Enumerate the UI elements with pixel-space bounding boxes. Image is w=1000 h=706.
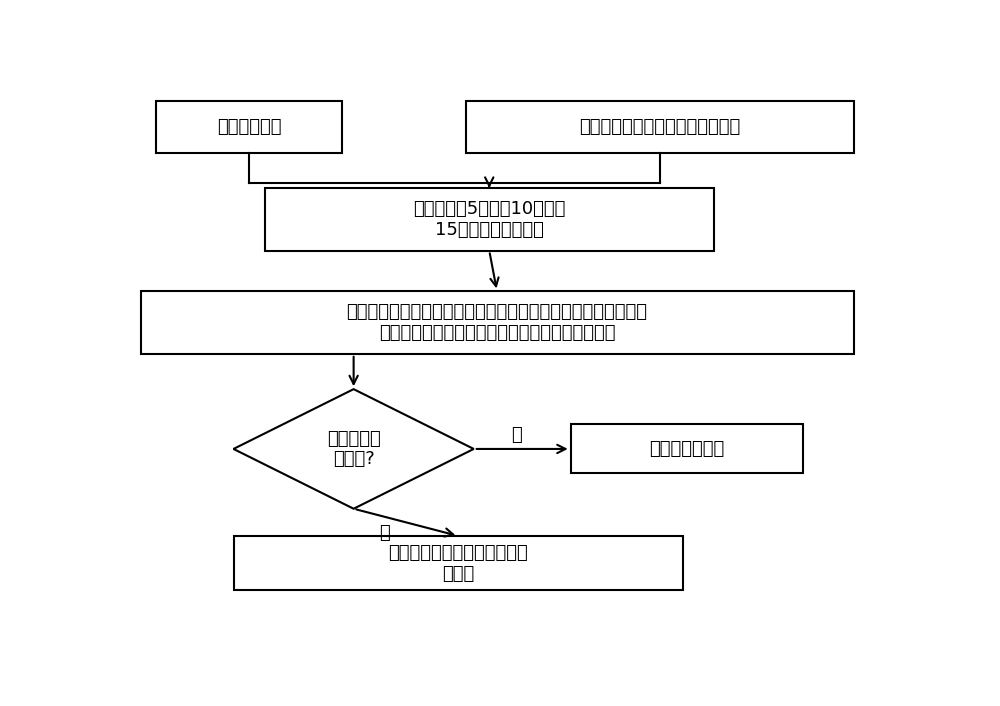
- Text: 系统不采取操作: 系统不采取操作: [649, 440, 724, 458]
- Text: 电子地图返回的前方线路拥堵情况: 电子地图返回的前方线路拥堵情况: [579, 118, 740, 136]
- FancyBboxPatch shape: [264, 188, 714, 251]
- FancyBboxPatch shape: [156, 101, 342, 152]
- Text: 进行语音播报，提醒驾驶人安
全驾驶: 进行语音播报，提醒驾驶人安 全驾驶: [388, 544, 528, 582]
- FancyBboxPatch shape: [466, 101, 854, 152]
- FancyBboxPatch shape: [571, 424, 803, 474]
- Text: 依据延误情况进行路怒预测（（历史数据中，延误达到一定情况
下，驾驶人出现路怒的概率会超过一定阈值）。）: 依据延误情况进行路怒预测（（历史数据中，延误达到一定情况 下，驾驶人出现路怒的概…: [347, 303, 648, 342]
- FancyBboxPatch shape: [140, 292, 854, 354]
- Text: 否: 否: [511, 426, 522, 444]
- Text: 是否将要产
生路怒?: 是否将要产 生路怒?: [327, 429, 380, 468]
- Polygon shape: [234, 389, 474, 509]
- FancyBboxPatch shape: [234, 536, 683, 590]
- Text: 当前延误状态: 当前延误状态: [217, 118, 281, 136]
- Text: 预测公交车5分钟、10分钟、
15分钟后的延误情况: 预测公交车5分钟、10分钟、 15分钟后的延误情况: [413, 200, 565, 239]
- Text: 是: 是: [379, 525, 390, 542]
